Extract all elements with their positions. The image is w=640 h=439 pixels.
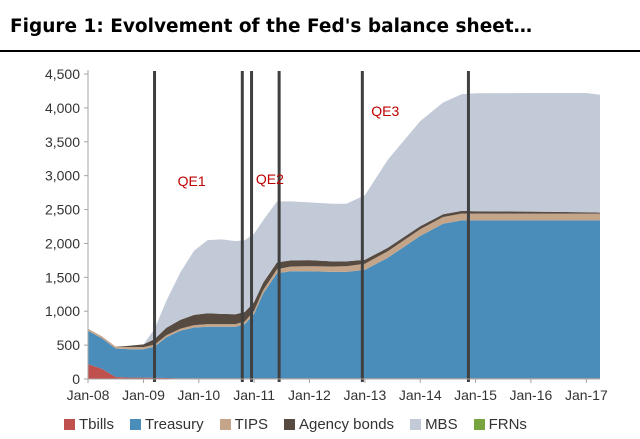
legend-swatch [410, 418, 422, 430]
y-tick-label: 4,000 [45, 100, 80, 116]
y-tick-label: 2,000 [45, 235, 80, 251]
x-tick-label: Jan-10 [177, 387, 220, 403]
chart-legend: Tbills Treasury TIPS Agency bonds MBS FRNs [64, 414, 527, 434]
x-tick-label: Jan-08 [67, 387, 110, 403]
chart-axes: 0 500 1,000 1,500 2,000 2,500 3,000 3,500 4,000 4… [45, 66, 608, 403]
y-tick-label: 3,500 [45, 134, 80, 150]
legend-swatch [130, 418, 142, 430]
legend-label: FRNs [488, 415, 527, 433]
legend-item-treasury: Treasury [130, 416, 204, 433]
figure-title: Figure 1: Evolvement of the Fed's balanc… [10, 16, 533, 37]
qe-label: QE1 [178, 173, 206, 189]
legend-label: MBS [425, 415, 458, 433]
y-tick-label: 3,000 [45, 168, 80, 184]
legend-swatch [219, 418, 231, 430]
area-layers [88, 93, 600, 379]
area-treasury [88, 220, 600, 379]
x-tick-label: Jan-12 [288, 387, 331, 403]
x-tick-label: Jan-14 [399, 387, 442, 403]
qe-label: QE3 [371, 103, 399, 119]
x-tick-label: Jan-13 [344, 387, 387, 403]
y-tick-label: 500 [57, 337, 81, 353]
legend-label: TIPS [234, 415, 268, 433]
legend-item-tbills: Tbills [64, 416, 114, 433]
y-tick-label: 4,500 [45, 66, 80, 82]
y-tick-label: 2,500 [45, 202, 80, 218]
legend-label: Tbills [79, 415, 115, 433]
legend-item-tips: TIPS [219, 415, 268, 433]
area-mbs [88, 93, 600, 347]
qe-label: QE2 [256, 171, 284, 187]
y-tick-label: 1,500 [45, 269, 80, 285]
legend-item-frns: FRNs [473, 415, 527, 433]
qe-annotations: QE1 QE2 QE3 [178, 103, 400, 189]
legend-label: Treasury [145, 415, 204, 433]
qe-marker-lines [153, 71, 470, 382]
title-rule [0, 50, 640, 52]
legend-swatch [473, 418, 485, 430]
legend-label: Agency bonds [298, 415, 395, 433]
legend-item-agency-bonds: Agency bonds [283, 415, 395, 433]
y-tick-label: 1,000 [45, 303, 80, 319]
x-tick-label: Jan-17 [565, 387, 608, 403]
y-tick-label: 0 [72, 371, 80, 387]
x-tick-label: Jan-09 [122, 387, 165, 403]
legend-item-mbs: MBS [410, 416, 458, 433]
balance-sheet-chart: 0 500 1,000 1,500 2,000 2,500 3,000 3,500 4,000 4… [45, 66, 608, 403]
x-tick-label: Jan-16 [509, 387, 552, 403]
title-bar: Figure 1: Evolvement of the Fed's balanc… [0, 0, 640, 56]
x-tick-label: Jan-15 [454, 387, 497, 403]
legend-swatch [64, 418, 75, 430]
legend-swatch [283, 418, 295, 430]
x-tick-label: Jan-11 [233, 387, 275, 403]
